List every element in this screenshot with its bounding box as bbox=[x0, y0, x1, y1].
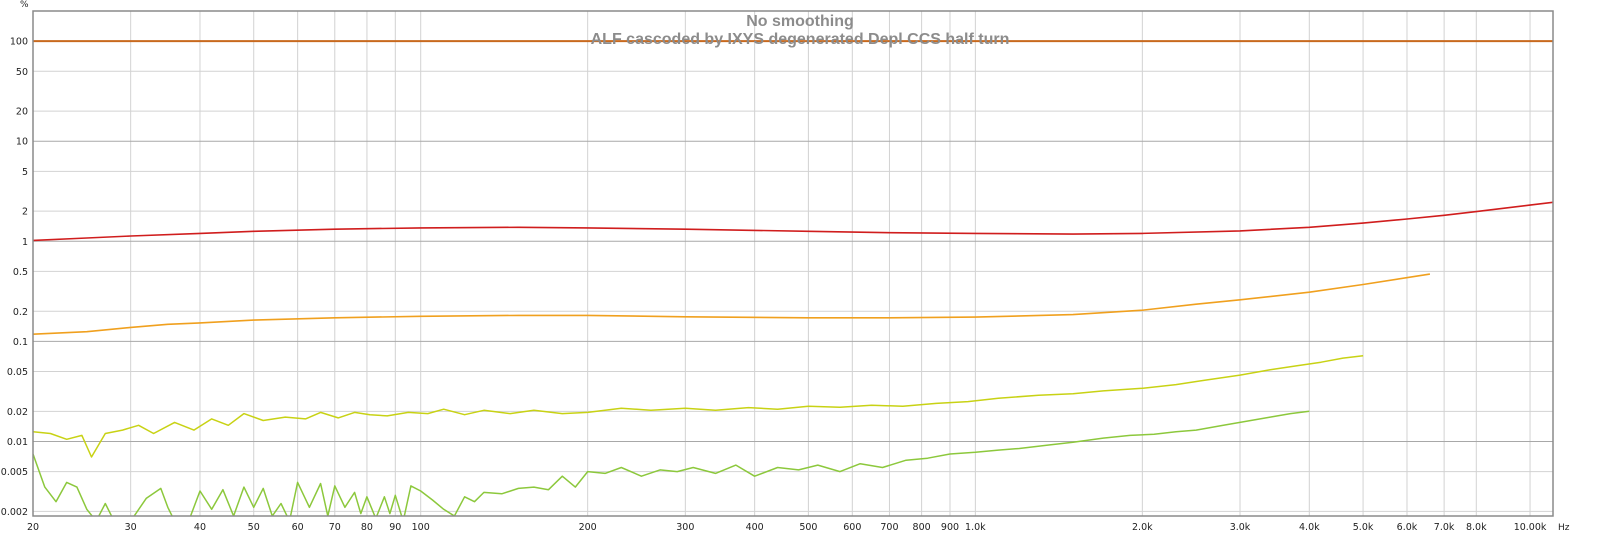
y-tick-label: 0.002 bbox=[1, 507, 28, 518]
x-tick-labels: 20 30 40 50 60 70 80 90 100 200 300 400 500 600 700 800… bbox=[27, 522, 1547, 533]
x-tick-label: 400 bbox=[746, 522, 764, 533]
x-tick-label: 500 bbox=[799, 522, 817, 533]
x-tick-label: 80 bbox=[361, 522, 373, 533]
y-tick-label: 5 bbox=[22, 167, 28, 178]
y-tick-label: 0.2 bbox=[13, 307, 28, 318]
y-tick-label: 0.01 bbox=[7, 437, 28, 448]
chart-title: No smoothing bbox=[746, 13, 854, 30]
y-tick-label: 100 bbox=[10, 37, 28, 48]
x-tick-label: 8.0k bbox=[1466, 522, 1487, 533]
x-tick-label: 90 bbox=[389, 522, 401, 533]
y-tick-label: 50 bbox=[16, 67, 28, 78]
x-tick-label: 7.0k bbox=[1434, 522, 1455, 533]
x-tick-label: 1.0k bbox=[965, 522, 986, 533]
y-tick-label: 0.5 bbox=[13, 267, 28, 278]
y-tick-label: 0.1 bbox=[13, 337, 28, 348]
x-tick-label: 300 bbox=[676, 522, 694, 533]
series-line bbox=[33, 410, 1310, 516]
series-line bbox=[33, 273, 1431, 335]
y-tick-label: 0.02 bbox=[7, 407, 28, 418]
x-tick-label: 30 bbox=[125, 522, 137, 533]
y-tick-label: 20 bbox=[16, 107, 28, 118]
x-tick-label: 200 bbox=[579, 522, 597, 533]
x-tick-label: 2.0k bbox=[1132, 522, 1153, 533]
x-tick-label: 900 bbox=[941, 522, 959, 533]
x-tick-label: 800 bbox=[913, 522, 931, 533]
y-axis-unit: % bbox=[20, 0, 29, 10]
x-tick-label: 60 bbox=[292, 522, 304, 533]
grid-lines bbox=[32, 11, 1553, 516]
x-tick-label: 50 bbox=[248, 522, 260, 533]
x-tick-label: 4.0k bbox=[1299, 522, 1320, 533]
x-tick-label: 10.00k bbox=[1514, 522, 1547, 533]
series-layer bbox=[33, 40, 1553, 516]
x-tick-label: 100 bbox=[412, 522, 430, 533]
chart-subtitle: ALF cascoded by IXYS degenerated Depl CC… bbox=[591, 31, 1010, 48]
y-tick-labels: 100 50 20 10 5 2 1 0.5 0.2 0.1 0.05 0.02 0.01 0.005 0.… bbox=[1, 37, 28, 518]
x-tick-label: 20 bbox=[27, 522, 39, 533]
x-tick-label: 700 bbox=[880, 522, 898, 533]
x-tick-label: 70 bbox=[329, 522, 341, 533]
y-tick-label: 10 bbox=[16, 137, 28, 148]
x-tick-label: 5.0k bbox=[1353, 522, 1374, 533]
x-tick-label: 3.0k bbox=[1230, 522, 1251, 533]
y-tick-label: 2 bbox=[22, 207, 28, 218]
x-tick-label: 600 bbox=[843, 522, 861, 533]
series-line bbox=[33, 354, 1364, 458]
series-line bbox=[33, 201, 1553, 242]
y-tick-label: 0.05 bbox=[7, 367, 28, 378]
x-tick-label: 40 bbox=[194, 522, 206, 533]
x-axis-unit: Hz bbox=[1558, 523, 1570, 533]
plot-frame bbox=[32, 10, 1554, 517]
x-tick-label: 6.0k bbox=[1397, 522, 1418, 533]
y-tick-label: 0.005 bbox=[1, 467, 28, 478]
y-tick-label: 1 bbox=[22, 237, 28, 248]
